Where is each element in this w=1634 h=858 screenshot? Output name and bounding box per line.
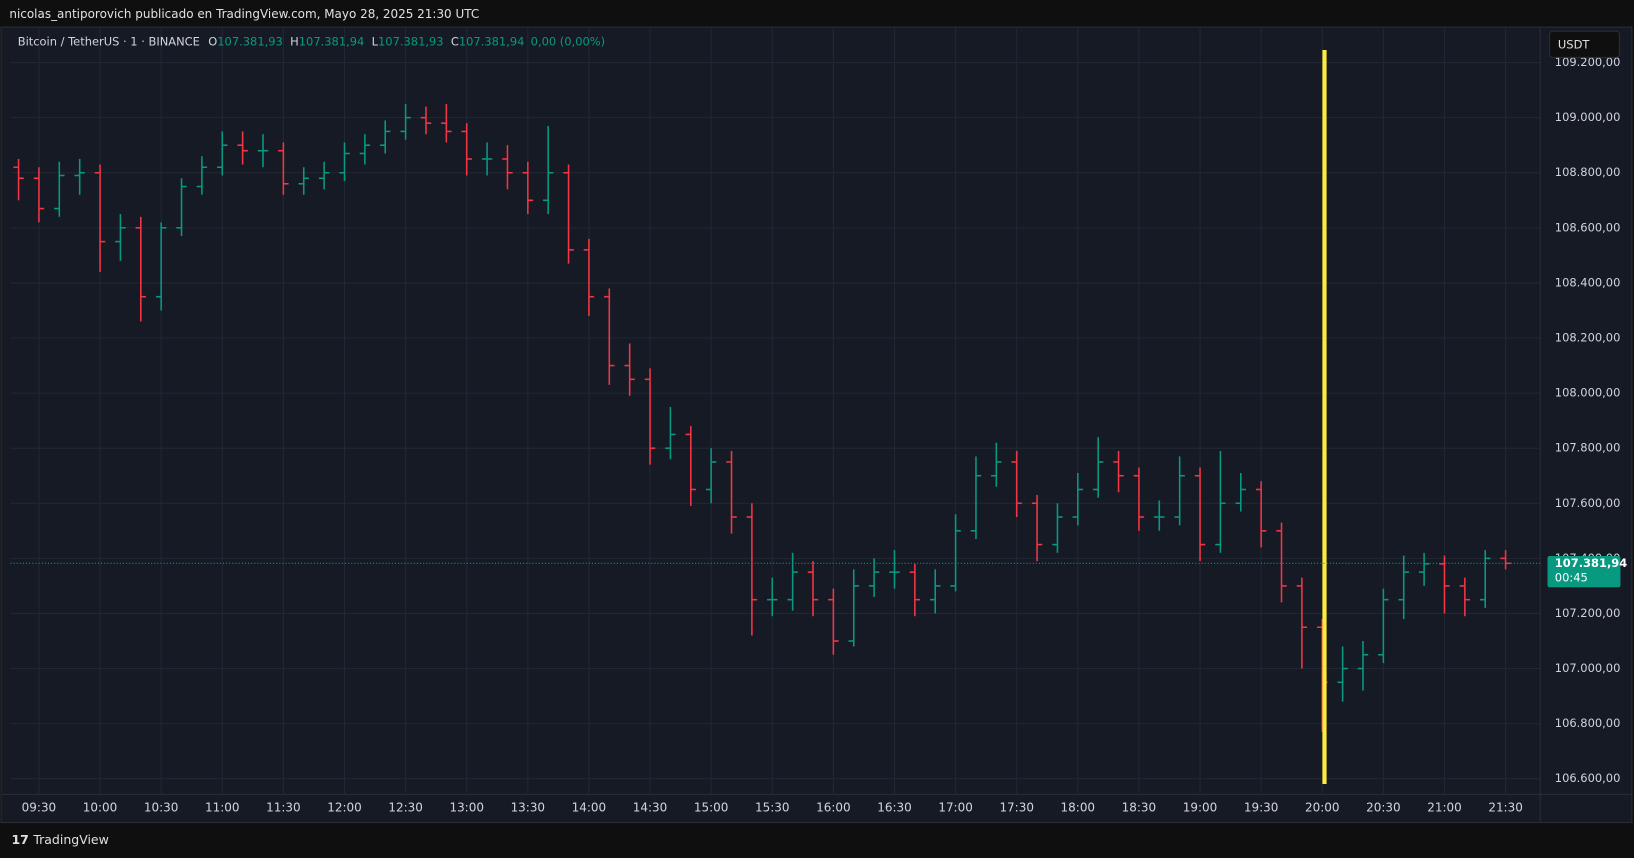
- x-tick-label: 14:00: [572, 800, 606, 814]
- x-tick-label: 12:30: [388, 800, 422, 814]
- y-tick-label: 106.800,00: [1555, 716, 1621, 730]
- y-tick-label: 108.600,00: [1555, 220, 1621, 234]
- x-tick-label: 21:00: [1427, 800, 1461, 814]
- x-tick-label: 09:30: [22, 800, 56, 814]
- x-tick-label: 17:30: [999, 800, 1033, 814]
- legend-key: L: [372, 34, 379, 48]
- legend-value: 107.381,94: [299, 34, 365, 48]
- legend-value: 107.381,94: [459, 34, 525, 48]
- currency-button[interactable]: [1549, 30, 1620, 58]
- x-tick-label: 10:30: [144, 800, 178, 814]
- y-tick-label: 107.600,00: [1555, 496, 1621, 510]
- y-tick-label: 108.400,00: [1555, 275, 1621, 289]
- x-tick-label: 11:30: [266, 800, 300, 814]
- x-tick-label: 15:30: [755, 800, 789, 814]
- last-price-label: 107.381,94: [1555, 556, 1627, 570]
- y-tick-label: 107.800,00: [1555, 441, 1621, 455]
- chart-panel: [0, 26, 1633, 824]
- x-tick-label: 13:30: [511, 800, 545, 814]
- x-tick-label: 18:30: [1122, 800, 1156, 814]
- x-tick-label: 17:00: [938, 800, 972, 814]
- x-tick-label: 16:00: [816, 800, 850, 814]
- branding: TradingView: [32, 832, 109, 847]
- legend-key: H: [290, 34, 299, 48]
- legend-change: 0,00 (0,00%): [531, 34, 605, 48]
- x-tick-label: 19:30: [1244, 800, 1278, 814]
- y-tick-label: 108.200,00: [1555, 331, 1621, 345]
- x-tick-label: 14:30: [633, 800, 667, 814]
- x-tick-label: 18:00: [1061, 800, 1095, 814]
- x-tick-label: 11:00: [205, 800, 239, 814]
- y-tick-label: 106.600,00: [1555, 771, 1621, 785]
- x-tick-label: 21:30: [1488, 800, 1522, 814]
- last-price-box: [1547, 556, 1621, 588]
- y-tick-label: 108.000,00: [1555, 386, 1621, 400]
- legend-value: 107.381,93: [217, 34, 283, 48]
- x-tick-label: 20:00: [1305, 800, 1339, 814]
- y-tick-label: 108.800,00: [1555, 165, 1621, 179]
- y-tick-label: 109.200,00: [1555, 55, 1621, 69]
- x-tick-label: 12:00: [327, 800, 361, 814]
- currency-label: USDT: [1558, 37, 1590, 51]
- x-tick-label: 13:00: [449, 800, 483, 814]
- logo-mark: 17: [11, 832, 28, 847]
- x-tick-label: 19:00: [1183, 800, 1217, 814]
- x-tick-label: 20:30: [1366, 800, 1400, 814]
- legend-key: O: [208, 34, 217, 48]
- legend-symbol: Bitcoin / TetherUS · 1 · BINANCE: [18, 34, 200, 48]
- y-tick-label: 107.000,00: [1555, 661, 1621, 675]
- y-tick-label: 109.000,00: [1555, 110, 1621, 124]
- bars: [13, 103, 1511, 732]
- x-tick-label: 15:00: [694, 800, 728, 814]
- legend: Bitcoin / TetherUS · 1 · BINANCE O107.381…: [18, 34, 605, 48]
- legend-value: 107.381,93: [378, 34, 444, 48]
- countdown-label: 00:45: [1555, 570, 1588, 584]
- legend-key: C: [451, 34, 459, 48]
- header-title: nicolas_antiporovich publicado en Tradin…: [9, 7, 479, 21]
- x-tick-label: 16:30: [877, 800, 911, 814]
- y-tick-label: 107.200,00: [1555, 606, 1621, 620]
- x-tick-label: 10:00: [83, 800, 117, 814]
- grid: 106.600,00 106.800,00 107.000,00 107.200,00…: [10, 28, 1620, 814]
